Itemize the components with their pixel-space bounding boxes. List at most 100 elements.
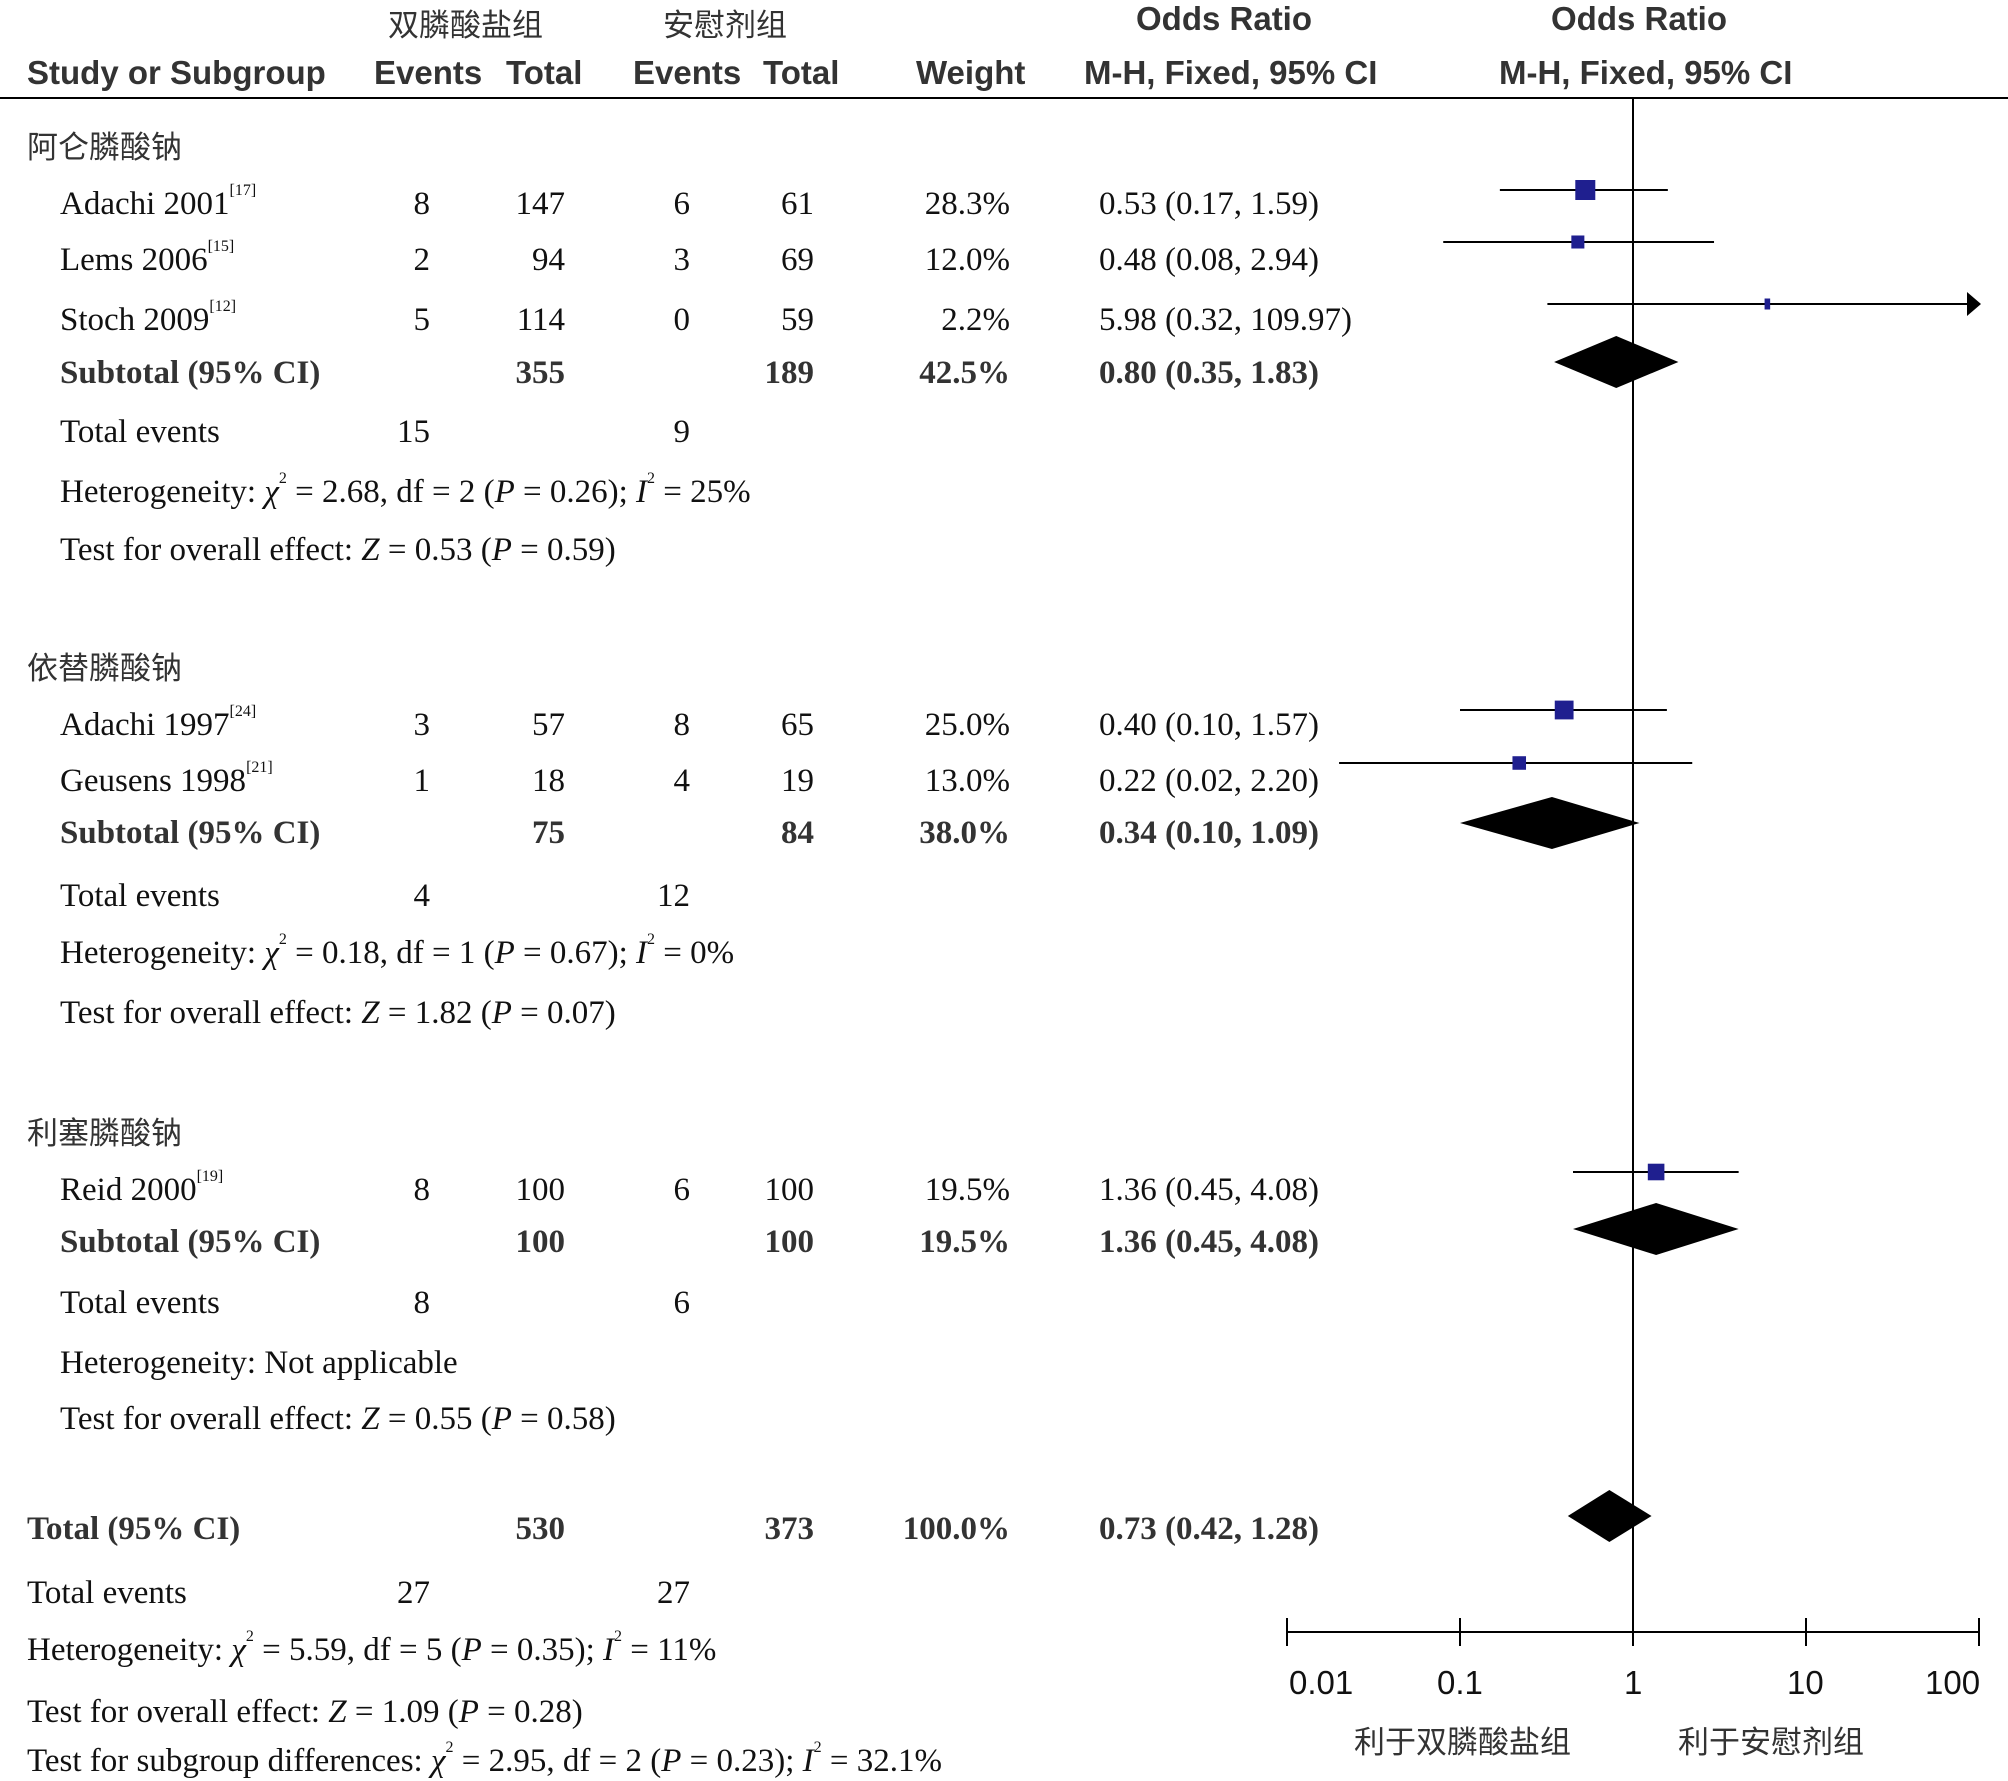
study-label: Stoch 2009[12] (60, 298, 237, 338)
subgroup-differences-text: Test for subgroup differences: χ2 = 2.95… (27, 1739, 943, 1779)
total-events2: 9 (673, 414, 691, 450)
col-study: Study or Subgroup (27, 54, 326, 91)
x-tick-label: 100 (1925, 1664, 1981, 1701)
subtotal-diamond (1460, 797, 1640, 849)
total-events1: 15 (397, 414, 430, 450)
heterogeneity-text: Heterogeneity: χ2 = 0.18, df = 1 (P = 0.… (60, 931, 735, 971)
or-plot-title: Odds Ratio (1551, 0, 1728, 37)
total-weight: 100.0% (902, 1511, 1010, 1547)
subtotal-label: Subtotal (95% CI) (60, 815, 321, 851)
total-diamond (1567, 1490, 1652, 1542)
or-ci-cell: 0.53 (0.17, 1.59) (1099, 186, 1319, 222)
x-tick-label: 0.01 (1289, 1664, 1354, 1701)
events1-cell: 5 (413, 302, 431, 338)
events2-cell: 4 (673, 763, 691, 799)
total-total2: 373 (764, 1511, 815, 1547)
or-ci-cell: 0.40 (0.10, 1.57) (1099, 707, 1319, 743)
study-marker (1647, 1163, 1665, 1181)
ci-arrow (1967, 292, 1981, 316)
total2-cell: 65 (781, 707, 814, 743)
total-events-label: Total events (60, 878, 220, 914)
x-tick-label: 0.1 (1437, 1664, 1483, 1701)
events2-cell: 8 (673, 707, 691, 743)
total-or-ci: 0.73 (0.42, 1.28) (1099, 1511, 1319, 1547)
study-ref: [21] (246, 759, 273, 776)
total1-cell: 100 (515, 1172, 566, 1208)
group2-title: 安慰剂组 (663, 8, 787, 44)
total2-cell: 61 (781, 186, 814, 222)
weight-cell: 12.0% (924, 242, 1010, 278)
or-ci-cell: 0.22 (0.02, 2.20) (1099, 763, 1319, 799)
total-events2: 27 (657, 1575, 690, 1611)
total2-cell: 100 (764, 1172, 815, 1208)
study-ref: [19] (196, 1168, 224, 1185)
subtotal-total1: 355 (515, 355, 566, 391)
subtotal-or-ci: 1.36 (0.45, 4.08) (1099, 1224, 1319, 1260)
subtotal-diamond (1554, 336, 1679, 388)
subtotal-or-ci: 0.80 (0.35, 1.83) (1099, 355, 1319, 391)
overall-effect-text: Test for overall effect: Z = 0.55 (P = 0… (60, 1401, 616, 1437)
events2-cell: 6 (673, 186, 691, 222)
study-ref: [12] (209, 298, 237, 315)
study-label: Lems 2006[15] (60, 238, 235, 278)
x-tick-label: 10 (1787, 1664, 1824, 1701)
weight-cell: 25.0% (924, 707, 1010, 743)
subgroup-title: 利塞膦酸钠 (27, 1116, 182, 1152)
total1-cell: 114 (516, 302, 565, 338)
total2-cell: 59 (781, 302, 814, 338)
group1-title: 双膦酸盐组 (388, 8, 543, 44)
total1-cell: 57 (532, 707, 565, 743)
events2-cell: 3 (673, 242, 691, 278)
weight-cell: 19.5% (924, 1172, 1010, 1208)
subtotal-label: Subtotal (95% CI) (60, 1224, 321, 1260)
subtotal-or-ci: 0.34 (0.10, 1.09) (1099, 815, 1319, 851)
study-label: Adachi 1997[24] (60, 703, 257, 743)
events2-cell: 6 (673, 1172, 691, 1208)
subtotal-total1: 75 (532, 815, 565, 851)
weight-cell: 28.3% (924, 186, 1010, 222)
study-marker (1575, 180, 1596, 200)
heterogeneity-text: Heterogeneity: Not applicable (60, 1345, 458, 1381)
or-ci-cell: 5.98 (0.32, 109.97) (1099, 302, 1352, 338)
study-marker (1764, 298, 1771, 310)
subgroup-title: 依替膦酸钠 (27, 651, 182, 687)
col-method-table: M-H, Fixed, 95% CI (1084, 54, 1378, 91)
heterogeneity-text: Heterogeneity: χ2 = 5.59, df = 5 (P = 0.… (27, 1628, 717, 1668)
favours-right-label: 利于安慰剂组 (1678, 1725, 1864, 1761)
study-marker (1554, 700, 1574, 720)
subtotal-weight: 19.5% (919, 1224, 1010, 1260)
favours-left-label: 利于双膦酸盐组 (1354, 1725, 1571, 1761)
total-total1: 530 (515, 1511, 566, 1547)
total2-cell: 69 (781, 242, 814, 278)
subtotal-weight: 38.0% (919, 815, 1010, 851)
events2-cell: 0 (673, 302, 691, 338)
subtotal-diamond (1573, 1203, 1739, 1255)
overall-effect-text: Test for overall effect: Z = 0.53 (P = 0… (60, 532, 616, 568)
events1-cell: 8 (413, 1172, 431, 1208)
study-label: Adachi 2001[17] (60, 182, 257, 222)
or-ci-cell: 0.48 (0.08, 2.94) (1099, 242, 1319, 278)
subtotal-weight: 42.5% (919, 355, 1010, 391)
x-tick-label: 1 (1624, 1664, 1643, 1701)
total1-cell: 147 (515, 186, 566, 222)
total-events-label: Total events (27, 1575, 187, 1611)
subtotal-total1: 100 (515, 1224, 566, 1260)
subtotal-total2: 189 (764, 355, 815, 391)
col-weight: Weight (916, 54, 1026, 91)
total-events-label: Total events (60, 1285, 220, 1321)
total-events1: 8 (413, 1285, 431, 1321)
weight-cell: 2.2% (941, 302, 1010, 338)
col-events2: Events (633, 54, 742, 91)
study-label: Reid 2000[19] (60, 1168, 224, 1208)
study-ref: [15] (207, 238, 235, 255)
total-events2: 12 (657, 878, 690, 914)
col-events1: Events (374, 54, 483, 91)
col-total1: Total (506, 54, 583, 91)
events1-cell: 1 (413, 763, 431, 799)
overall-effect-text: Test for overall effect: Z = 1.09 (P = 0… (27, 1694, 583, 1730)
events1-cell: 8 (413, 186, 431, 222)
study-ref: [24] (229, 703, 257, 720)
total-events-label: Total events (60, 414, 220, 450)
